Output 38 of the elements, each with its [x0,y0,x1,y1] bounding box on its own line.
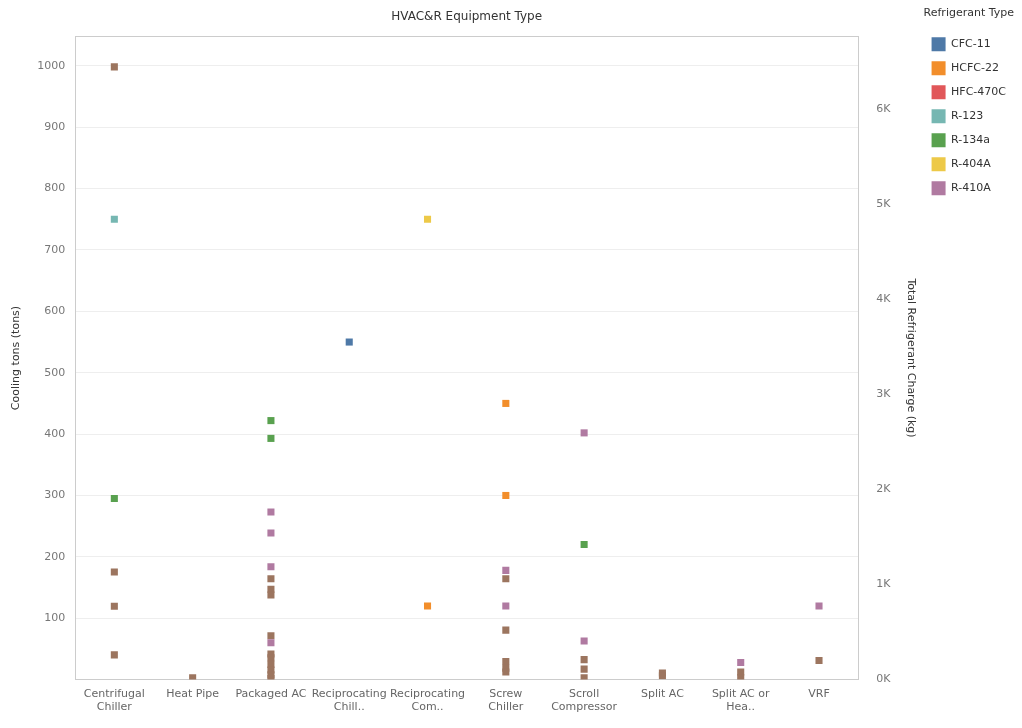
y-tick-label: 800 [44,181,66,195]
y-tick-label: 900 [44,120,66,134]
legend-label: HFC-470C [951,85,1007,99]
y2-tick-label: 1K [876,577,892,591]
x-tick-label: Packaged AC [235,687,307,701]
y-tick-label: 200 [44,549,66,563]
y-tick-label: 500 [44,365,66,379]
y-tick-label: 700 [44,242,66,256]
legend-label: R-410A [951,181,992,195]
x-tick-label: Split AC [640,687,685,701]
legend-label: R-123 [951,109,984,123]
legend-label: R-404A [951,157,992,171]
y-axis-title: Cooling tons (tons) [9,305,23,411]
legend-title: Refrigerant Type [923,6,1015,20]
x-tick-label: Split AC or Hea.. [711,687,771,714]
y-tick-label: 100 [44,611,66,625]
y-tick-label: 600 [44,304,66,318]
y2-tick-label: 2K [876,482,892,496]
x-tick-label: Scroll Compressor [551,687,618,714]
y-tick-label: 400 [44,426,66,440]
x-tick-label: Screw Chiller [488,687,524,714]
y2-tick-label: 3K [876,387,892,401]
y2-tick-label: 5K [876,196,892,210]
x-tick-label: Heat Pipe [166,687,220,701]
x-tick-label: VRF [808,687,830,701]
x-tick-label: Reciprocating Chill.. [311,687,387,714]
chart-title: HVAC&R Equipment Type [391,9,543,24]
legend-label: R-134a [951,133,990,147]
y-tick-label: 300 [44,488,66,502]
y2-tick-label: 0K [876,672,892,686]
y2-tick-label: 4K [876,291,892,305]
x-tick-label: Reciprocating Com.. [389,687,466,714]
y-tick-label: 1000 [37,58,66,72]
y2-axis-title: Total Refrigerant Charge (kg) [905,277,919,438]
legend-label: CFC-11 [951,37,991,51]
y2-tick-label: 6K [876,101,892,115]
legend-label: HCFC-22 [951,61,1000,75]
x-tick-label: Centrifugal Chiller [83,687,145,714]
